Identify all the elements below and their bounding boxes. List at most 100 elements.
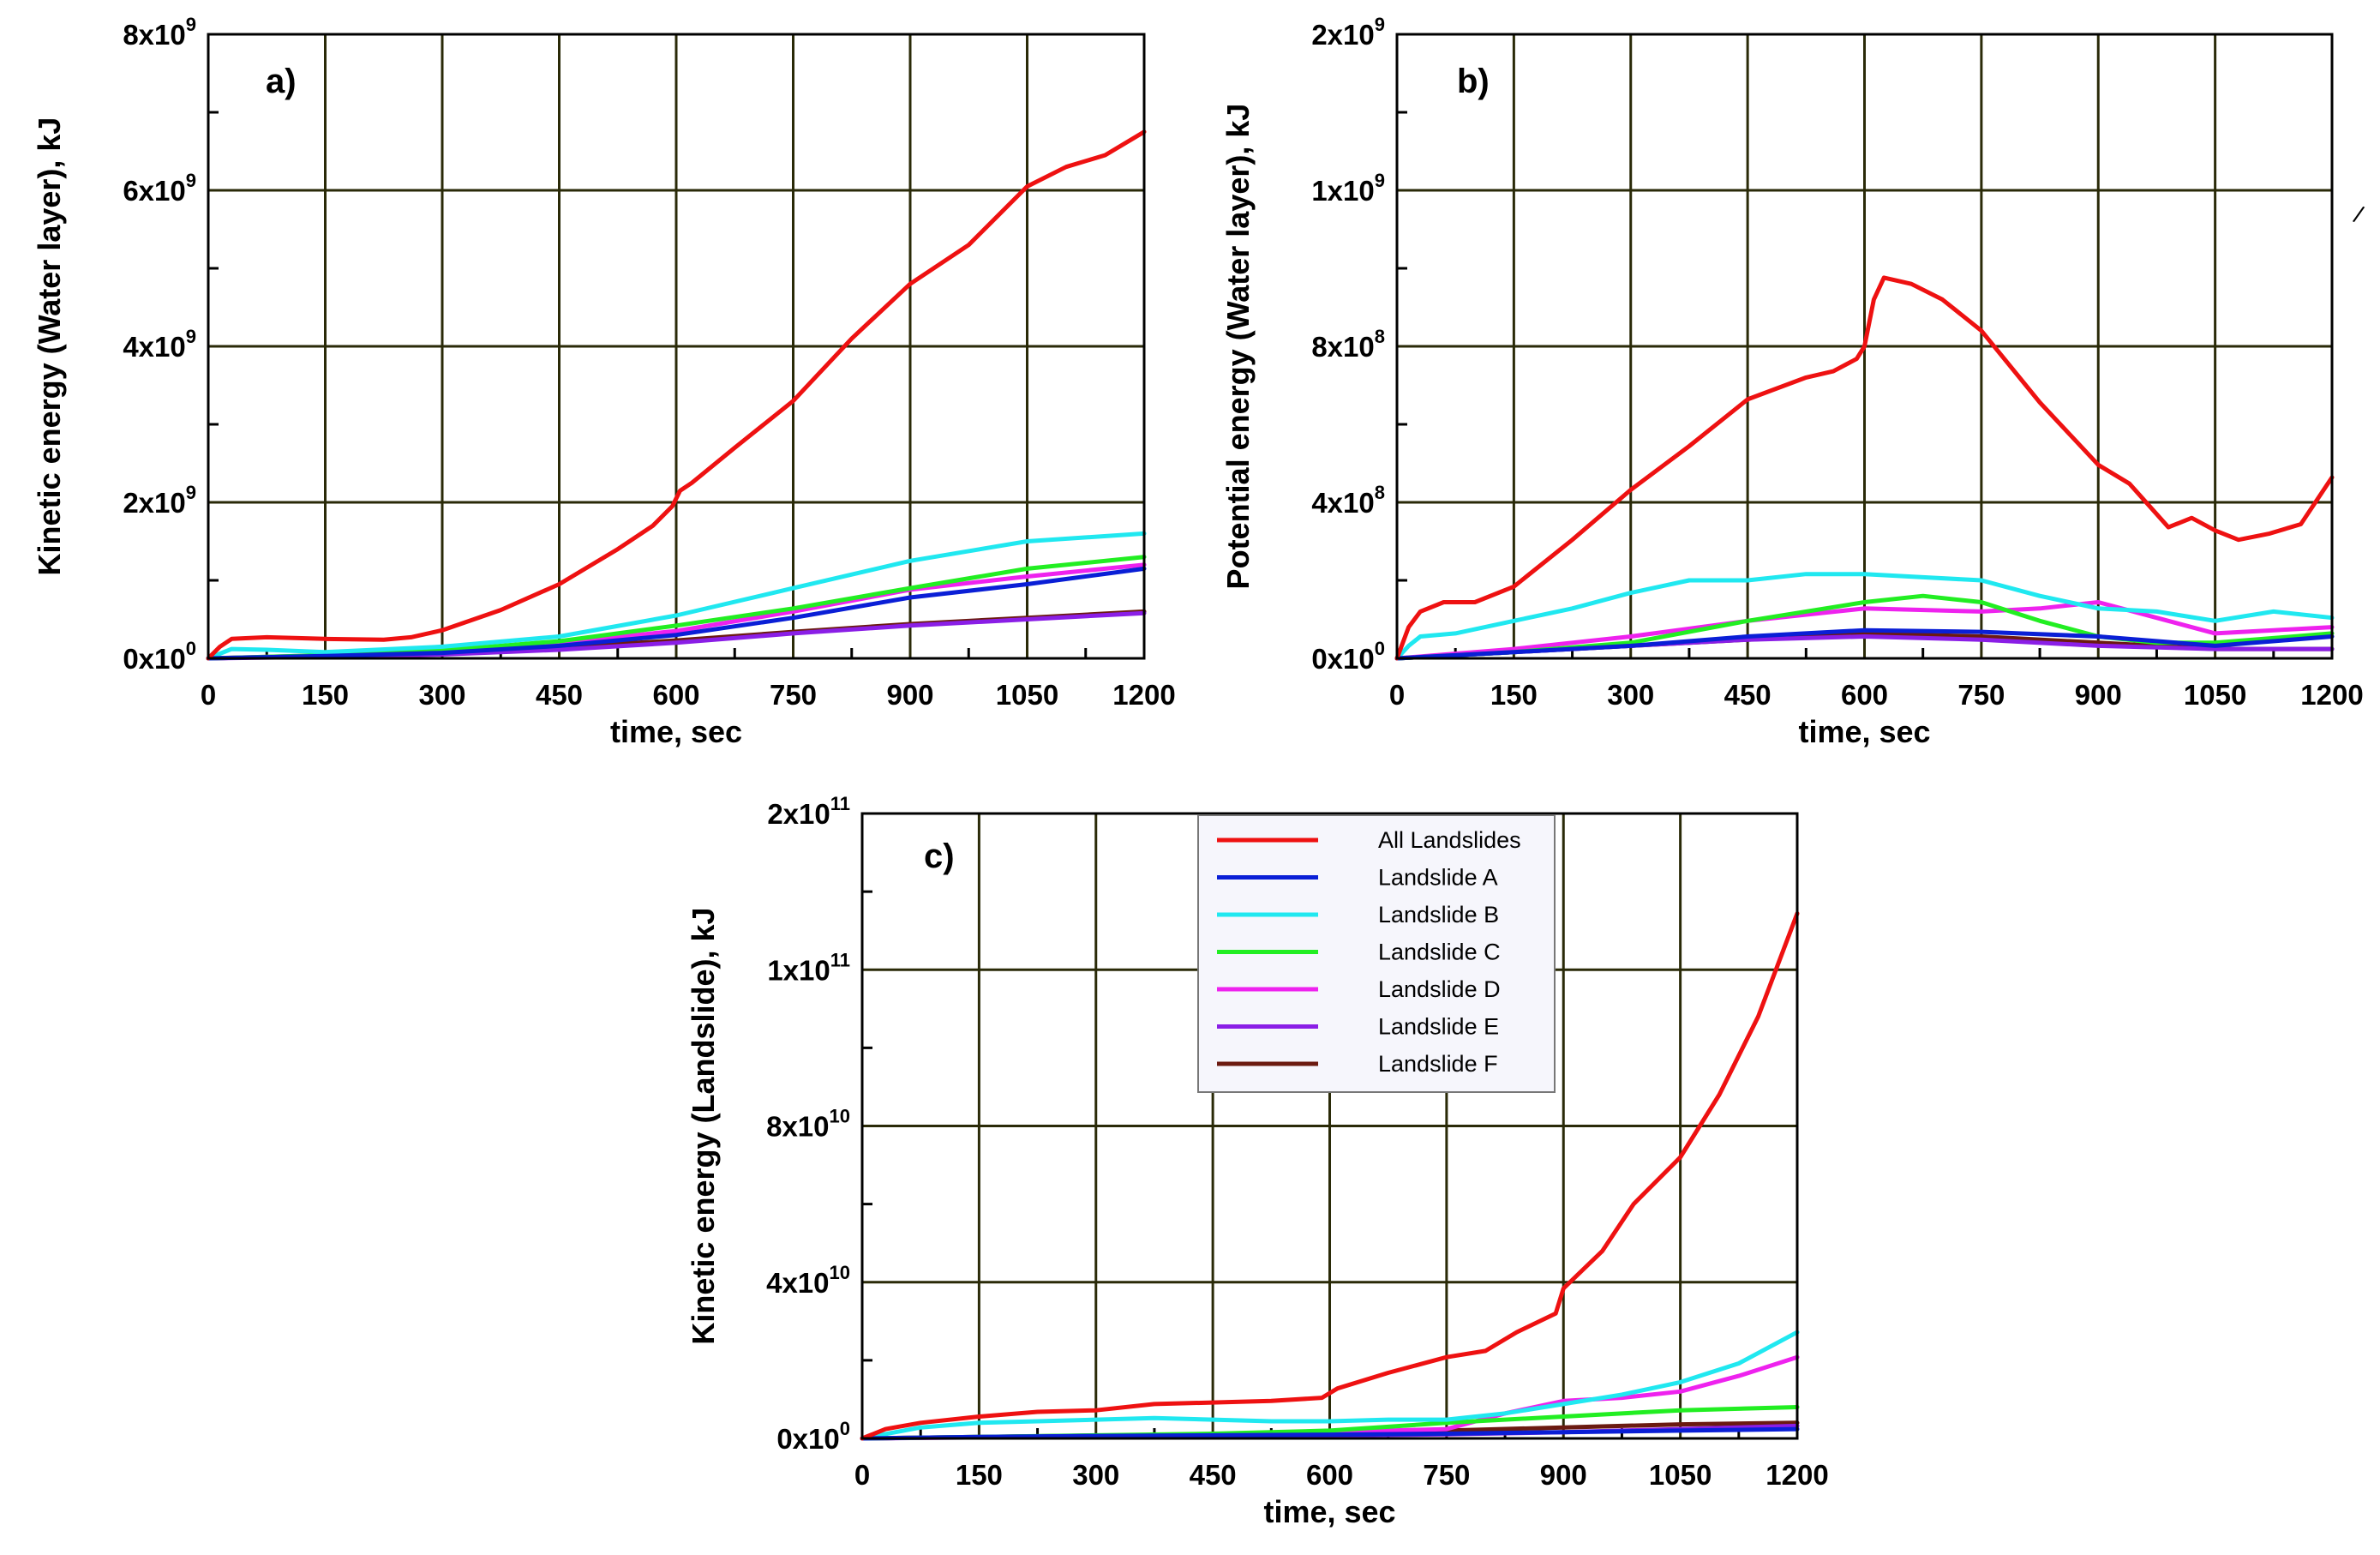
- y-tick-exponent: 9: [186, 326, 196, 347]
- x-tick-label: 900: [2075, 679, 2122, 711]
- x-tick-label: 900: [1540, 1459, 1587, 1491]
- series-group-c: [860, 911, 1800, 1441]
- series-line-landslide-a: [206, 566, 1147, 661]
- x-tick-label: 1050: [996, 679, 1058, 711]
- x-tick-label: 450: [536, 679, 583, 711]
- panel-c-kinetic-landslide: 0 150 300 450 600 750 900 1050 12000x1004x10108x…: [686, 793, 1829, 1529]
- y-tick-base: 4x10: [766, 1267, 829, 1299]
- y-tick-exponent: 11: [830, 793, 850, 814]
- y-tick-exponent: 0: [840, 1418, 850, 1439]
- x-tick-label: 1050: [2184, 679, 2246, 711]
- x-tick-label: 0: [201, 679, 216, 711]
- x-tick-label: 0: [854, 1459, 870, 1491]
- series-line-landslide-a: [860, 1426, 1800, 1441]
- x-tick-label: 150: [956, 1459, 1003, 1491]
- legend-entry: Landslide D: [1378, 976, 1501, 1002]
- y-tick-exponent: 10: [830, 1106, 850, 1127]
- series-line-landslide-b: [860, 1330, 1800, 1441]
- y-tick-base: 2x10: [767, 798, 830, 830]
- y-tick-exponent: 9: [186, 170, 196, 191]
- series-group-b: [1394, 275, 2335, 661]
- panel-label: a): [266, 63, 297, 100]
- series-line-landslide-b: [206, 531, 1147, 661]
- legend-entry: Landslide F: [1378, 1051, 1498, 1077]
- series-group-a: [206, 129, 1147, 661]
- panel-label: b): [1457, 63, 1490, 100]
- x-tick-label: 1200: [2300, 679, 2363, 711]
- y-tick-label: 1x109: [1311, 170, 1385, 207]
- x-tick-label: 300: [1072, 1459, 1119, 1491]
- y-tick-base: 0x10: [776, 1423, 839, 1455]
- x-axis-label: time, sec: [1798, 714, 1930, 749]
- y-tick-base: 4x10: [123, 331, 185, 363]
- x-tick-label: 300: [418, 679, 465, 711]
- legend-entry: Landslide C: [1378, 940, 1501, 965]
- x-tick-label: 750: [1423, 1459, 1470, 1491]
- x-tick-label: 450: [1190, 1459, 1237, 1491]
- series-line-all-landslides: [206, 129, 1147, 661]
- series-line-landslide-a: [1394, 627, 2335, 661]
- panel-a-kinetic-water: 0 150 300 450 600 750 900 1050 12000x1002x1094x1…: [32, 14, 1176, 749]
- series-line-landslide-b: [1394, 572, 2335, 661]
- x-tick-label: 300: [1607, 679, 1654, 711]
- y-tick-exponent: 11: [830, 949, 850, 970]
- y-tick-exponent: 10: [830, 1262, 850, 1283]
- y-tick-base: 0x10: [123, 643, 185, 675]
- y-tick-base: 4x10: [1311, 487, 1374, 519]
- x-tick-label: 600: [652, 679, 699, 711]
- x-tick-label: 600: [1306, 1459, 1353, 1491]
- plot-frame-a: [207, 33, 1146, 660]
- y-tick-exponent: 9: [186, 482, 196, 503]
- panel-b-potential-water: 0 150 300 450 600 750 900 1050 12000x1004x1088x1…: [1220, 14, 2364, 749]
- x-tick-label: 600: [1841, 679, 1888, 711]
- legend-entry: Landslide A: [1378, 865, 1498, 891]
- legend: All Landslides Landslide A Landslide B Land…: [1197, 814, 1556, 1093]
- series-line-all-landslides: [860, 911, 1800, 1441]
- x-tick-label: 150: [302, 679, 349, 711]
- y-tick-label: 2x109: [1311, 14, 1385, 51]
- series-line-all-landslides: [1394, 275, 2335, 661]
- y-tick-base: 2x10: [1311, 19, 1374, 51]
- legend-entry: All Landslides: [1378, 827, 1521, 853]
- y-tick-exponent: 9: [1375, 14, 1385, 35]
- x-tick-label: 1200: [1766, 1459, 1828, 1491]
- x-axis-label: time, sec: [1263, 1494, 1395, 1529]
- y-tick-label: 1x1011: [767, 949, 850, 986]
- y-tick-label: 8x1010: [766, 1106, 850, 1143]
- y-tick-label: 2x1011: [767, 793, 850, 830]
- y-tick-label: 4x108: [1311, 482, 1385, 519]
- y-axis-label: Kinetic energy (Water layer), kJ: [32, 117, 67, 576]
- y-tick-exponent: 8: [1375, 482, 1385, 503]
- y-tick-base: 6x10: [123, 175, 185, 207]
- y-tick-label: 4x1010: [766, 1262, 850, 1299]
- y-tick-exponent: 8: [1375, 326, 1385, 347]
- y-tick-label: 2x109: [123, 482, 196, 519]
- y-tick-base: 8x10: [1311, 331, 1374, 363]
- x-tick-label: 150: [1490, 679, 1538, 711]
- x-tick-label: 750: [770, 679, 817, 711]
- y-tick-base: 2x10: [123, 487, 185, 519]
- y-tick-base: 0x10: [1311, 643, 1374, 675]
- x-tick-label: 0: [1389, 679, 1405, 711]
- y-tick-exponent: 9: [1375, 170, 1385, 191]
- y-tick-exponent: 9: [186, 14, 196, 35]
- panel-label: c): [924, 838, 955, 875]
- y-tick-label: 0x100: [1311, 638, 1385, 675]
- x-tick-label: 900: [886, 679, 933, 711]
- y-tick-label: 0x100: [123, 638, 196, 675]
- y-tick-base: 1x10: [1311, 175, 1374, 207]
- y-tick-exponent: 0: [186, 638, 196, 659]
- legend-entry: Landslide B: [1378, 902, 1499, 928]
- y-tick-label: 8x108: [1311, 326, 1385, 363]
- x-tick-label: 1050: [1649, 1459, 1712, 1491]
- plot-frame-c: [860, 812, 1799, 1440]
- y-tick-label: 0x100: [776, 1418, 850, 1455]
- y-tick-base: 1x10: [767, 954, 830, 986]
- y-axis-label: Kinetic energy (Landslide), kJ: [686, 907, 721, 1344]
- y-tick-label: 6x109: [123, 170, 196, 207]
- y-tick-base: 8x10: [766, 1111, 829, 1143]
- y-tick-base: 8x10: [123, 19, 185, 51]
- y-tick-label: 4x109: [123, 326, 196, 363]
- plot-frame-b: [1395, 33, 2334, 660]
